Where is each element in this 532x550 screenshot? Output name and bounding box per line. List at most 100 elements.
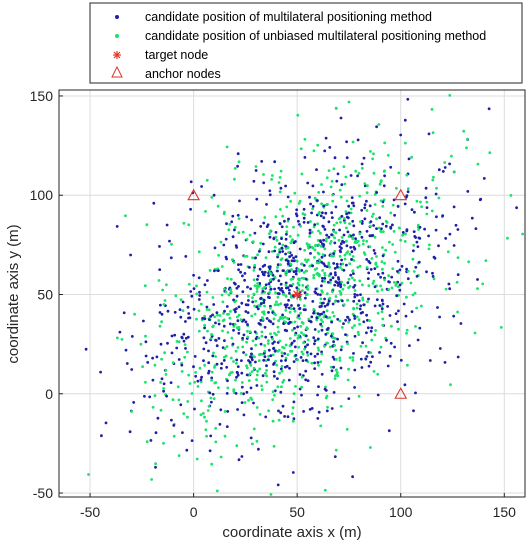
unbiased-point [397,285,400,289]
unbiased-point [296,336,300,340]
multilateral-point [313,223,317,227]
multilateral-point [334,273,337,277]
multilateral-point [217,322,221,326]
multilateral-point [298,247,302,251]
unbiased-point [377,226,381,230]
unbiased-point [268,232,271,236]
multilateral-point [320,372,324,376]
unbiased-point [355,302,359,306]
unbiased-point [339,195,343,199]
unbiased-point [253,355,256,359]
multilateral-point [362,320,366,324]
multilateral-point [273,374,276,378]
unbiased-point [391,203,395,207]
unbiased-point [252,292,256,296]
unbiased-point [186,350,189,354]
multilateral-point [379,275,382,279]
multilateral-point [261,289,265,293]
unbiased-point [381,267,384,271]
unbiased-point [358,264,362,268]
unbiased-point [260,330,264,334]
unbiased-point [320,352,324,356]
multilateral-point [365,331,368,335]
multilateral-point [232,298,236,302]
unbiased-point [380,260,384,264]
multilateral-point [182,339,186,343]
multilateral-point [213,246,217,250]
multilateral-point [354,237,357,241]
unbiased-point [276,325,280,329]
multilateral-point [401,231,405,234]
multilateral-point [441,214,445,218]
unbiased-point [383,169,386,173]
unbiased-point [338,319,342,323]
unbiased-point [395,282,398,285]
unbiased-point [263,349,267,353]
multilateral-point [286,195,290,199]
x-tick-label: 50 [289,504,305,520]
multilateral-point [405,228,409,232]
unbiased-point [316,143,320,147]
unbiased-point [373,203,377,206]
multilateral-point [245,390,249,394]
multilateral-point [396,205,400,208]
unbiased-point [346,378,350,382]
multilateral-point [415,240,419,244]
unbiased-point [239,318,243,322]
unbiased-point [260,384,263,388]
unbiased-point [257,285,261,288]
unbiased-point [324,385,327,389]
unbiased-point [273,312,276,316]
multilateral-point [260,160,264,163]
multilateral-point [320,304,323,308]
multilateral-point [335,262,339,266]
unbiased-point [345,427,349,431]
multilateral-point [259,225,263,228]
multilateral-point [258,250,261,253]
unbiased-point [288,344,292,348]
multilateral-point [225,305,229,308]
unbiased-point [374,329,377,332]
multilateral-point [143,394,146,398]
multilateral-point [255,197,259,201]
unbiased-point [279,302,283,306]
multilateral-point [273,160,277,164]
unbiased-point [365,266,369,269]
unbiased-point [360,166,364,170]
multilateral-point [304,277,308,281]
multilateral-point [387,429,391,433]
unbiased-point [194,371,198,374]
unbiased-point [341,262,345,266]
unbiased-point [245,340,249,344]
multilateral-point [236,365,240,368]
multilateral-point [311,300,315,303]
unbiased-point [349,211,353,215]
legend-label-unbiased: candidate position of unbiased multilate… [145,29,486,43]
multilateral-point [454,223,458,227]
multilateral-point [316,361,320,364]
unbiased-point [308,235,311,238]
multilateral-point [375,191,379,194]
unbiased-point [335,373,339,376]
unbiased-point [276,349,280,353]
multilateral-point [324,136,328,140]
multilateral-point [311,184,315,188]
multilateral-point [144,354,148,358]
unbiased-point [288,235,292,238]
unbiased-point [245,364,248,368]
unbiased-point [197,329,201,333]
multilateral-point [315,168,318,172]
multilateral-point [158,268,162,271]
multilateral-point [242,413,246,417]
unbiased-point [506,236,509,240]
unbiased-point [296,358,299,362]
unbiased-point [358,194,362,198]
multilateral-point [276,263,280,267]
multilateral-point [278,250,282,254]
multilateral-point [456,273,460,276]
unbiased-point [252,366,256,370]
anchor-node-marker [187,188,201,201]
unbiased-point [275,238,279,242]
multilateral-point [247,359,250,362]
